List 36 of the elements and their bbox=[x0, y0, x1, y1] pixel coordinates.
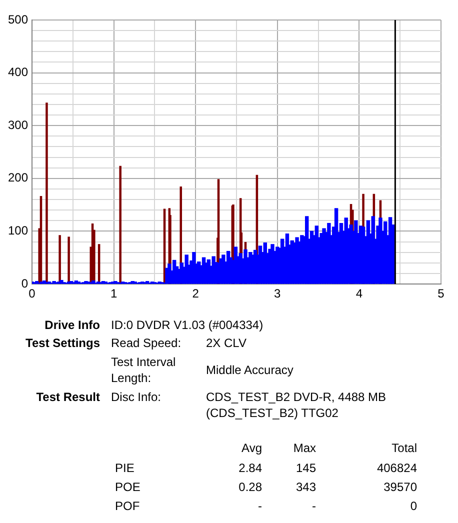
y-tick-label: 0 bbox=[21, 276, 28, 290]
text: 2.84 bbox=[238, 460, 262, 476]
y-tick-label: 400 bbox=[8, 65, 28, 80]
text: - bbox=[312, 499, 316, 513]
text: Test Result bbox=[35, 389, 100, 405]
x-tick-label: 1 bbox=[110, 286, 118, 301]
text: Total bbox=[390, 440, 417, 456]
text: 406824 bbox=[376, 460, 417, 476]
x-tick-label: 3 bbox=[274, 286, 282, 301]
x-tick-label: 4 bbox=[356, 286, 363, 301]
text: Avg bbox=[240, 440, 262, 456]
text: Test Interval Length: bbox=[111, 354, 177, 386]
text: Drive Info bbox=[44, 317, 100, 333]
text: Test Settings bbox=[24, 335, 100, 351]
text: 0.28 bbox=[238, 479, 262, 495]
text: POF bbox=[115, 498, 141, 514]
text: Middle Accuracy bbox=[206, 362, 294, 378]
y-tick-label: 500 bbox=[8, 12, 28, 26]
x-tick-label: 5 bbox=[438, 286, 445, 301]
text: 145 bbox=[296, 461, 316, 475]
text: ID:0 DVDR V1.03 (#004334) bbox=[111, 317, 264, 333]
text: Disc Info: bbox=[111, 389, 162, 405]
y-tick-label: 300 bbox=[8, 118, 28, 132]
text: Read Speed: bbox=[111, 335, 182, 351]
text: 2X CLV bbox=[206, 335, 248, 351]
x-tick-label: 2 bbox=[192, 286, 200, 301]
text: Max bbox=[293, 441, 316, 455]
text: PIE bbox=[115, 460, 136, 476]
text: - bbox=[257, 498, 262, 514]
text: CDS_TEST_B2 DVD-R, 4488 MB (CDS_TEST_B2) TTG02 bbox=[206, 389, 388, 421]
text: 343 bbox=[296, 480, 316, 494]
text: 39570 bbox=[382, 479, 417, 495]
y-tick-label: 100 bbox=[8, 224, 28, 238]
y-tick-label: 200 bbox=[8, 170, 28, 185]
text: 0 bbox=[409, 498, 417, 514]
text: POE bbox=[115, 479, 142, 495]
